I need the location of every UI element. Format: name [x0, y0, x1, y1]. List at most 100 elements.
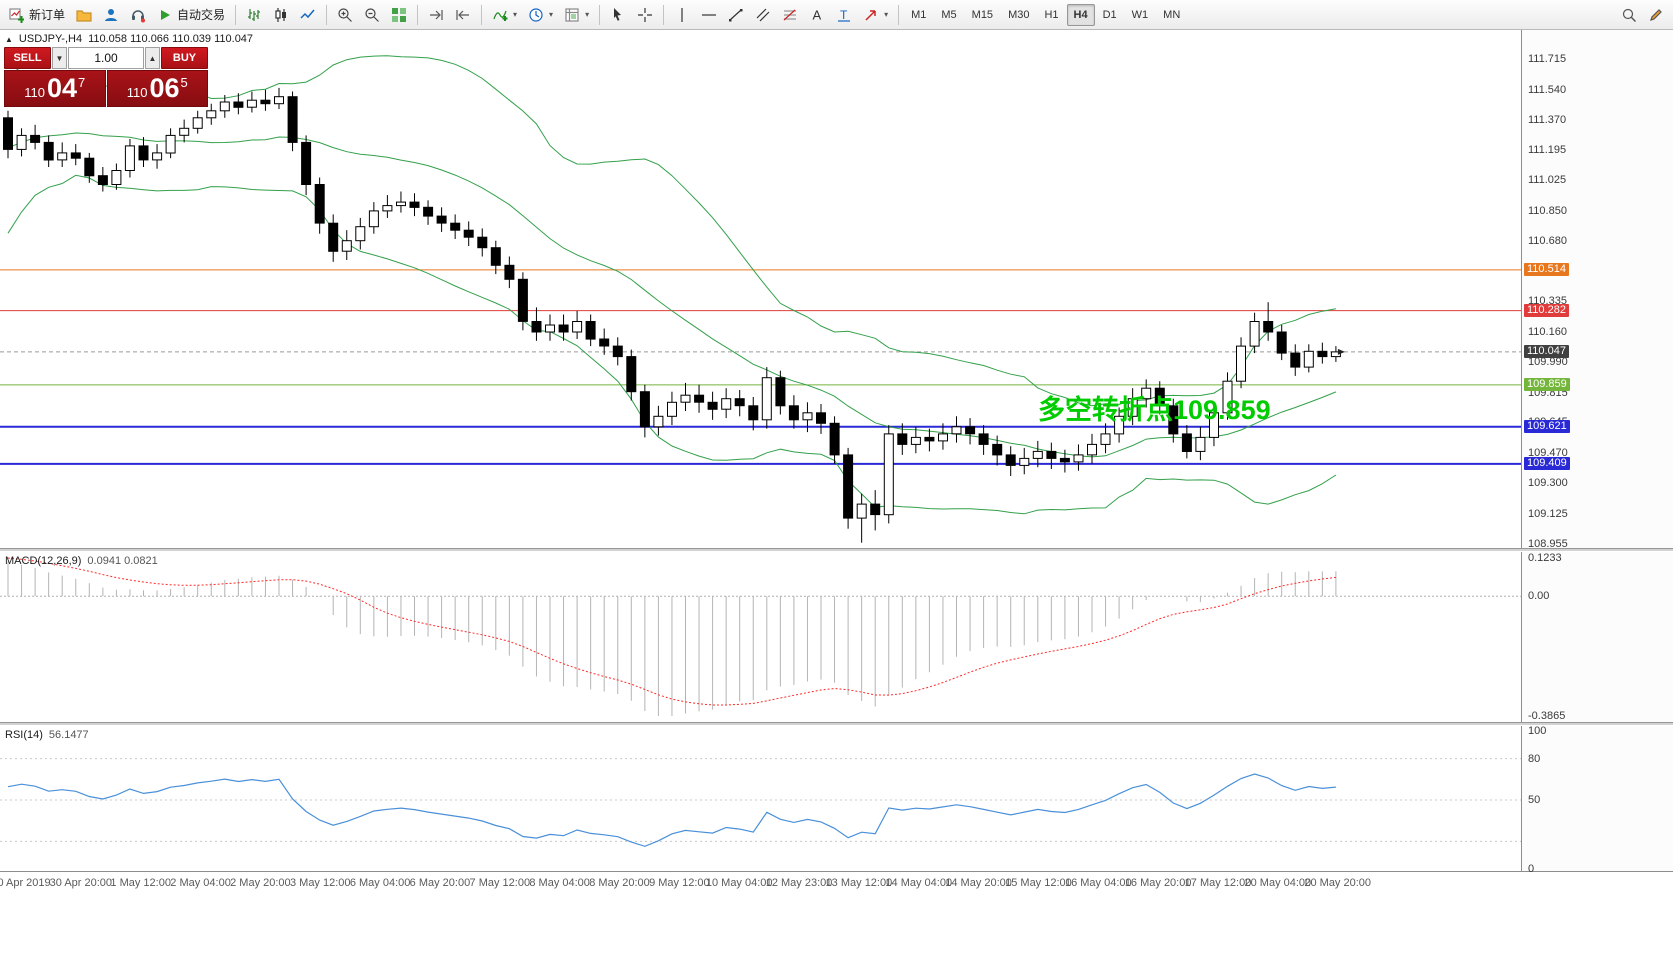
price-level-tag[interactable]: 109.859: [1524, 377, 1570, 391]
chart-shift-button[interactable]: [450, 3, 476, 27]
bar-chart-button[interactable]: [241, 3, 267, 27]
profiles-button[interactable]: [71, 3, 97, 27]
macd-scale-label: 0.00: [1528, 590, 1550, 603]
tile-windows-button[interactable]: [386, 3, 412, 27]
rsi-name: RSI(14): [5, 729, 43, 741]
search-icon: [1622, 8, 1637, 22]
panel-splitter[interactable]: [0, 548, 1673, 552]
macd-scale-label: 0.1233: [1528, 552, 1562, 564]
new-order-button[interactable]: 新订单: [4, 3, 70, 27]
timeframe-h4-button[interactable]: H4: [1066, 3, 1095, 26]
price-scale-label: 109.990: [1528, 355, 1568, 368]
time-axis-label: 8 May 04:00: [529, 877, 590, 889]
horizontal-line-icon: [702, 13, 717, 16]
zoom-in-button[interactable]: [332, 3, 358, 27]
buy-button[interactable]: BUY: [161, 47, 208, 69]
price-scale-label: 110.680: [1528, 234, 1567, 247]
price-scale-label: 109.470: [1528, 447, 1568, 460]
timeframe-m1-button[interactable]: M1: [904, 4, 933, 26]
shapes-tool-button[interactable]: ▾: [858, 3, 893, 27]
panel-splitter[interactable]: [0, 722, 1673, 726]
sell-price-display[interactable]: 110 04 7: [4, 70, 106, 107]
price-scale-label: 108.955: [1528, 537, 1568, 550]
horizontal-line-tool-button[interactable]: [696, 3, 722, 27]
templates-button[interactable]: ▾: [559, 3, 594, 27]
volume-stepper-button[interactable]: ▲: [145, 47, 160, 69]
chevron-down-icon: ▾: [585, 10, 590, 19]
fibonacci-tool-button[interactable]: [777, 3, 803, 27]
toolbar-separator: [663, 4, 665, 25]
price-level-tag[interactable]: 109.409: [1524, 456, 1570, 470]
play-icon: [161, 9, 171, 20]
chevron-up-icon: ▲: [148, 53, 157, 63]
svg-text:T: T: [840, 8, 848, 22]
zoom-out-button[interactable]: [359, 3, 385, 27]
cursor-button[interactable]: [605, 3, 631, 27]
price-level-tag[interactable]: 109.621: [1524, 419, 1570, 433]
sell-price-main: 04: [46, 73, 78, 103]
sell-button[interactable]: SELL: [4, 47, 51, 69]
vertical-line-tool-button[interactable]: [669, 3, 695, 27]
trendline-icon: [729, 8, 743, 21]
community-button[interactable]: [98, 3, 124, 27]
auto-scroll-button[interactable]: [423, 3, 449, 27]
macd-canvas[interactable]: [0, 552, 1521, 722]
current-price-tag: 110.047: [1524, 344, 1569, 358]
folder-icon: [76, 9, 92, 22]
buy-price-display[interactable]: 110 06 5: [106, 70, 208, 107]
svg-text:A: A: [813, 7, 822, 22]
rsi-scale-label: 0: [1528, 863, 1535, 875]
time-axis-label: 8 May 20:00: [589, 877, 650, 889]
periods-button[interactable]: ▾: [523, 3, 558, 27]
main-chart-panel: ▲ USDJPY-,H4 110.058 110.066 110.039 110…: [0, 30, 1521, 548]
time-axis-label: 20 May 20:00: [1304, 877, 1372, 889]
time-axis-label: 1 May 12:00: [110, 877, 171, 889]
rsi-canvas[interactable]: [0, 726, 1521, 871]
search-button[interactable]: [1616, 3, 1642, 27]
trendline-tool-button[interactable]: [723, 3, 749, 27]
label-tool-button[interactable]: T: [831, 3, 857, 27]
channel-tool-button[interactable]: [750, 3, 776, 27]
volume-input[interactable]: [68, 47, 144, 69]
time-axis-label: 7 May 12:00: [469, 877, 531, 889]
time-axis-label: 6 May 04:00: [349, 877, 411, 889]
headset-icon: [132, 9, 146, 22]
time-axis-label: 2 May 20:00: [230, 877, 291, 889]
indicators-button[interactable]: ▾: [487, 3, 522, 27]
line-chart-button[interactable]: [295, 3, 321, 27]
timeframe-m30-button[interactable]: M30: [1001, 4, 1036, 26]
symbol-marker-icon: ▲: [5, 34, 13, 44]
timeframe-d1-button[interactable]: D1: [1096, 4, 1124, 26]
edit-button[interactable]: [1643, 3, 1669, 27]
person-icon: [105, 8, 118, 21]
pencil-icon: [1650, 8, 1662, 21]
candlestick-chart-button[interactable]: [268, 3, 294, 27]
macd-label: MACD(12,26,9) 0.0941 0.0821: [5, 555, 158, 567]
timeframe-w1-button[interactable]: W1: [1125, 4, 1156, 26]
timeframe-mn-button[interactable]: MN: [1156, 4, 1187, 26]
zoom-out-icon: [365, 7, 379, 22]
toolbar-separator: [898, 4, 900, 25]
price-level-tag[interactable]: 110.514: [1524, 262, 1569, 276]
time-axis-label: 12 May 23:00: [765, 877, 833, 889]
chevron-down-icon: ▼: [55, 53, 64, 63]
auto-trading-button[interactable]: 自动交易: [152, 3, 230, 27]
price-scale[interactable]: 111.715 111.540 111.370 111.195 111.025 110.8…: [1521, 30, 1673, 875]
text-tool-button[interactable]: A: [804, 3, 830, 27]
main-chart-canvas[interactable]: [0, 30, 1521, 548]
timeframe-h1-button[interactable]: H1: [1037, 4, 1065, 26]
symbol-name: USDJPY-,H4: [18, 33, 83, 45]
time-axis-label: 15 May 12:00: [1005, 877, 1072, 889]
time-axis-label: 14 May 20:00: [945, 877, 1012, 889]
support-button[interactable]: [125, 3, 151, 27]
one-click-trading-panel: SELL ▼ ▲ BUY 110 04 7 110 06 5: [4, 47, 208, 107]
chart-annotation-text[interactable]: 多空转折点109.859: [1038, 395, 1271, 425]
price-level-tag[interactable]: 110.282: [1524, 303, 1569, 317]
auto-scroll-icon: [430, 9, 443, 20]
timeframe-m5-button[interactable]: M5: [934, 4, 963, 26]
timeframe-m15-button[interactable]: M15: [965, 4, 1000, 26]
toolbar-separator: [326, 4, 328, 25]
crosshair-button[interactable]: [632, 3, 658, 27]
volume-dropdown-button[interactable]: ▼: [52, 47, 67, 69]
